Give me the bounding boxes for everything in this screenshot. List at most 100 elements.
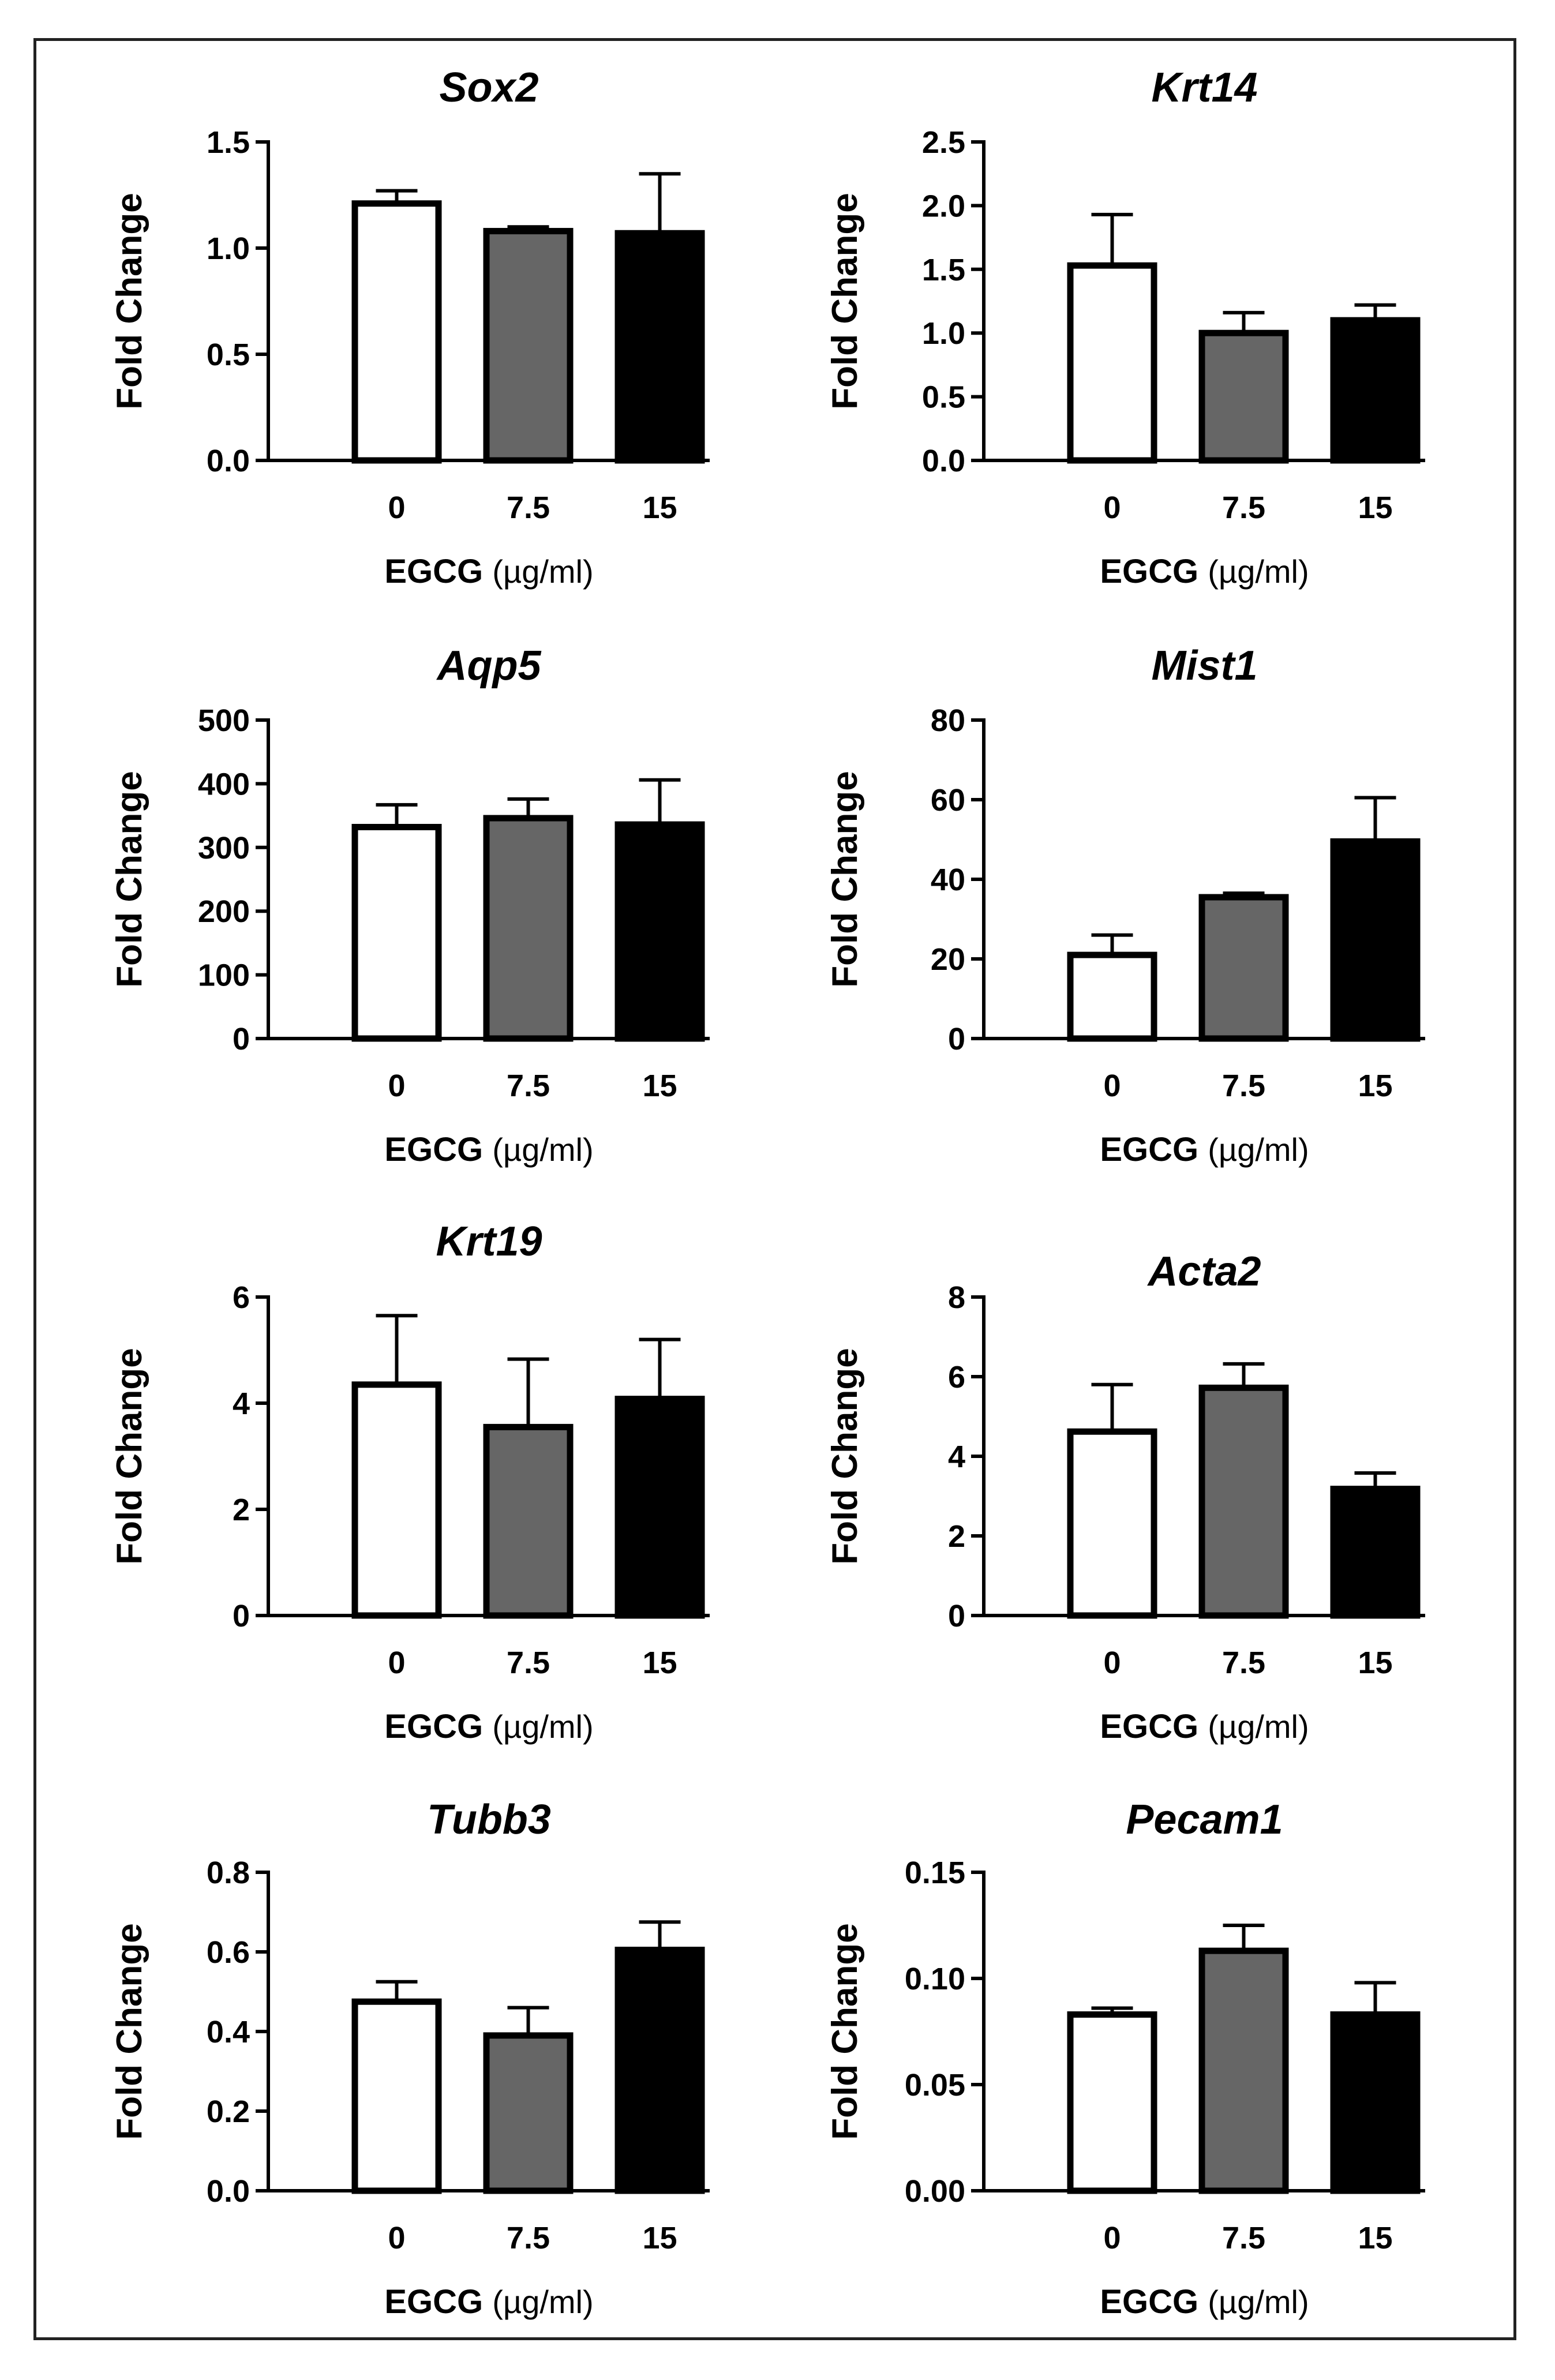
bar xyxy=(1198,894,1289,1042)
y-tick-label: 80 xyxy=(931,703,965,738)
x-tick-label: 0 xyxy=(1103,1646,1121,1680)
y-tick-label: 0.10 xyxy=(905,1962,965,1996)
y-tick-label: 0.5 xyxy=(922,380,965,415)
x-axis-label-unit: (µg/ml) xyxy=(492,553,593,590)
x-axis-label-unit: (µg/ml) xyxy=(492,1131,593,1168)
x-axis-label: EGCG (µg/ml) xyxy=(1100,2283,1309,2321)
bar xyxy=(614,1947,705,2194)
y-axis-label: Fold Change xyxy=(110,1923,149,2139)
x-axis-label-unit: (µg/ml) xyxy=(1208,553,1309,590)
y-tick-label: 0.0 xyxy=(922,444,965,478)
x-axis-label: EGCG (µg/ml) xyxy=(384,553,593,590)
x-tick-label: 0 xyxy=(1103,1069,1121,1103)
x-axis-label-bold: EGCG xyxy=(1100,1131,1208,1168)
y-axis-label: Fold Change xyxy=(110,771,149,987)
chart-title: Pecam1 xyxy=(1126,1797,1283,1843)
x-axis-label-bold: EGCG xyxy=(384,1708,492,1745)
bar xyxy=(1330,2011,1421,2194)
y-tick-label: 6 xyxy=(948,1360,965,1395)
x-axis-label-bold: EGCG xyxy=(1100,1708,1208,1745)
bar xyxy=(351,1998,442,2194)
y-tick-label: 500 xyxy=(198,703,250,738)
y-tick-label: 0.5 xyxy=(207,338,250,372)
y-tick-label: 0 xyxy=(948,1022,965,1056)
chart-title: Acta2 xyxy=(1146,1249,1261,1295)
x-axis-label-unit: (µg/ml) xyxy=(1208,1708,1309,1745)
y-tick-label: 0 xyxy=(233,1022,250,1056)
x-tick-label: 15 xyxy=(1358,1646,1392,1680)
y-tick-label: 300 xyxy=(198,831,250,865)
y-tick-label: 4 xyxy=(948,1440,965,1474)
x-axis-label: EGCG (µg/ml) xyxy=(384,2283,593,2321)
chart-title: Aqp5 xyxy=(436,643,542,689)
x-axis-label: EGCG (µg/ml) xyxy=(1100,1708,1309,1745)
x-axis-label-unit: (µg/ml) xyxy=(492,2284,593,2320)
x-tick-label: 7.5 xyxy=(1222,1069,1265,1103)
bar xyxy=(483,1423,574,1619)
x-tick-label: 15 xyxy=(642,490,677,525)
chart-panel-tubb3: Tubb3 0.0 0.2 0.4 0.6 0.8 Fold Change 0 7.5 15 EGC… xyxy=(110,1797,710,2321)
bar xyxy=(1198,1947,1289,2194)
x-tick-label: 15 xyxy=(642,1646,677,1680)
y-axis-label: Fold Change xyxy=(825,1348,865,1564)
x-tick-label: 7.5 xyxy=(507,2221,550,2255)
chart-title: Krt14 xyxy=(1151,65,1257,111)
bar xyxy=(351,200,442,464)
y-tick-label: 0.6 xyxy=(207,1935,250,1970)
x-tick-label: 0 xyxy=(1103,2221,1121,2255)
x-axis-label: EGCG (µg/ml) xyxy=(1100,1131,1309,1168)
x-axis-label-bold: EGCG xyxy=(1100,2283,1208,2321)
bar xyxy=(614,821,705,1042)
chart-title: Krt19 xyxy=(436,1219,542,1265)
figure-frame xyxy=(33,38,1516,2340)
bar xyxy=(1067,951,1157,1042)
y-tick-label: 0.8 xyxy=(207,1856,250,1890)
chart-panel-krt14: Krt14 0.0 0.5 1.0 1.5 2.0 2.5 Fold Change 0 7.5 15… xyxy=(825,65,1425,590)
x-tick-label: 7.5 xyxy=(1222,490,1265,525)
y-tick-label: 60 xyxy=(931,783,965,818)
y-tick-label: 0.05 xyxy=(905,2068,965,2102)
x-tick-label: 15 xyxy=(1358,1069,1392,1103)
y-axis-label: Fold Change xyxy=(825,1923,865,2139)
chart-title: Mist1 xyxy=(1151,643,1257,689)
x-tick-label: 15 xyxy=(1358,2221,1392,2255)
x-axis-label-unit: (µg/ml) xyxy=(492,1708,593,1745)
bar xyxy=(351,823,442,1042)
y-tick-label: 1.0 xyxy=(207,231,250,266)
y-tick-label: 400 xyxy=(198,767,250,801)
x-axis-label: EGCG (µg/ml) xyxy=(384,1131,593,1168)
x-axis-label-unit: (µg/ml) xyxy=(1208,2284,1309,2320)
x-tick-label: 7.5 xyxy=(507,490,550,525)
x-tick-label: 7.5 xyxy=(1222,2221,1265,2255)
y-axis-label: Fold Change xyxy=(110,1348,149,1564)
x-tick-label: 0 xyxy=(388,1646,405,1680)
y-tick-label: 8 xyxy=(948,1280,965,1315)
bar xyxy=(1067,2011,1157,2194)
y-tick-label: 6 xyxy=(233,1280,250,1315)
bar xyxy=(1067,262,1157,464)
x-tick-label: 7.5 xyxy=(1222,1646,1265,1680)
bar xyxy=(1067,1428,1157,1619)
y-tick-label: 100 xyxy=(198,958,250,993)
x-tick-label: 0 xyxy=(388,490,405,525)
x-axis-label: EGCG (µg/ml) xyxy=(1100,553,1309,590)
x-tick-label: 7.5 xyxy=(507,1069,550,1103)
bar xyxy=(1330,317,1421,464)
y-tick-label: 0 xyxy=(948,1599,965,1633)
chart-panel-aqp5: Aqp5 0 100 200 300 400 500 Fold Change 0 7.5 15 EGC… xyxy=(110,643,710,1168)
x-tick-label: 15 xyxy=(1358,490,1392,525)
y-tick-label: 2.5 xyxy=(922,125,965,160)
chart-title: Tubb3 xyxy=(427,1797,551,1843)
x-axis-label-bold: EGCG xyxy=(384,1131,492,1168)
bar xyxy=(1330,838,1421,1042)
bar xyxy=(614,230,705,464)
y-tick-label: 40 xyxy=(931,863,965,897)
y-axis-label: Fold Change xyxy=(825,193,865,409)
y-tick-label: 0 xyxy=(233,1599,250,1633)
bar xyxy=(351,1381,442,1619)
y-axis-label: Fold Change xyxy=(110,193,149,409)
x-tick-label: 7.5 xyxy=(507,1646,550,1680)
y-tick-label: 0.15 xyxy=(905,1856,965,1890)
x-axis-label-bold: EGCG xyxy=(1100,553,1208,590)
bar xyxy=(483,2032,574,2194)
